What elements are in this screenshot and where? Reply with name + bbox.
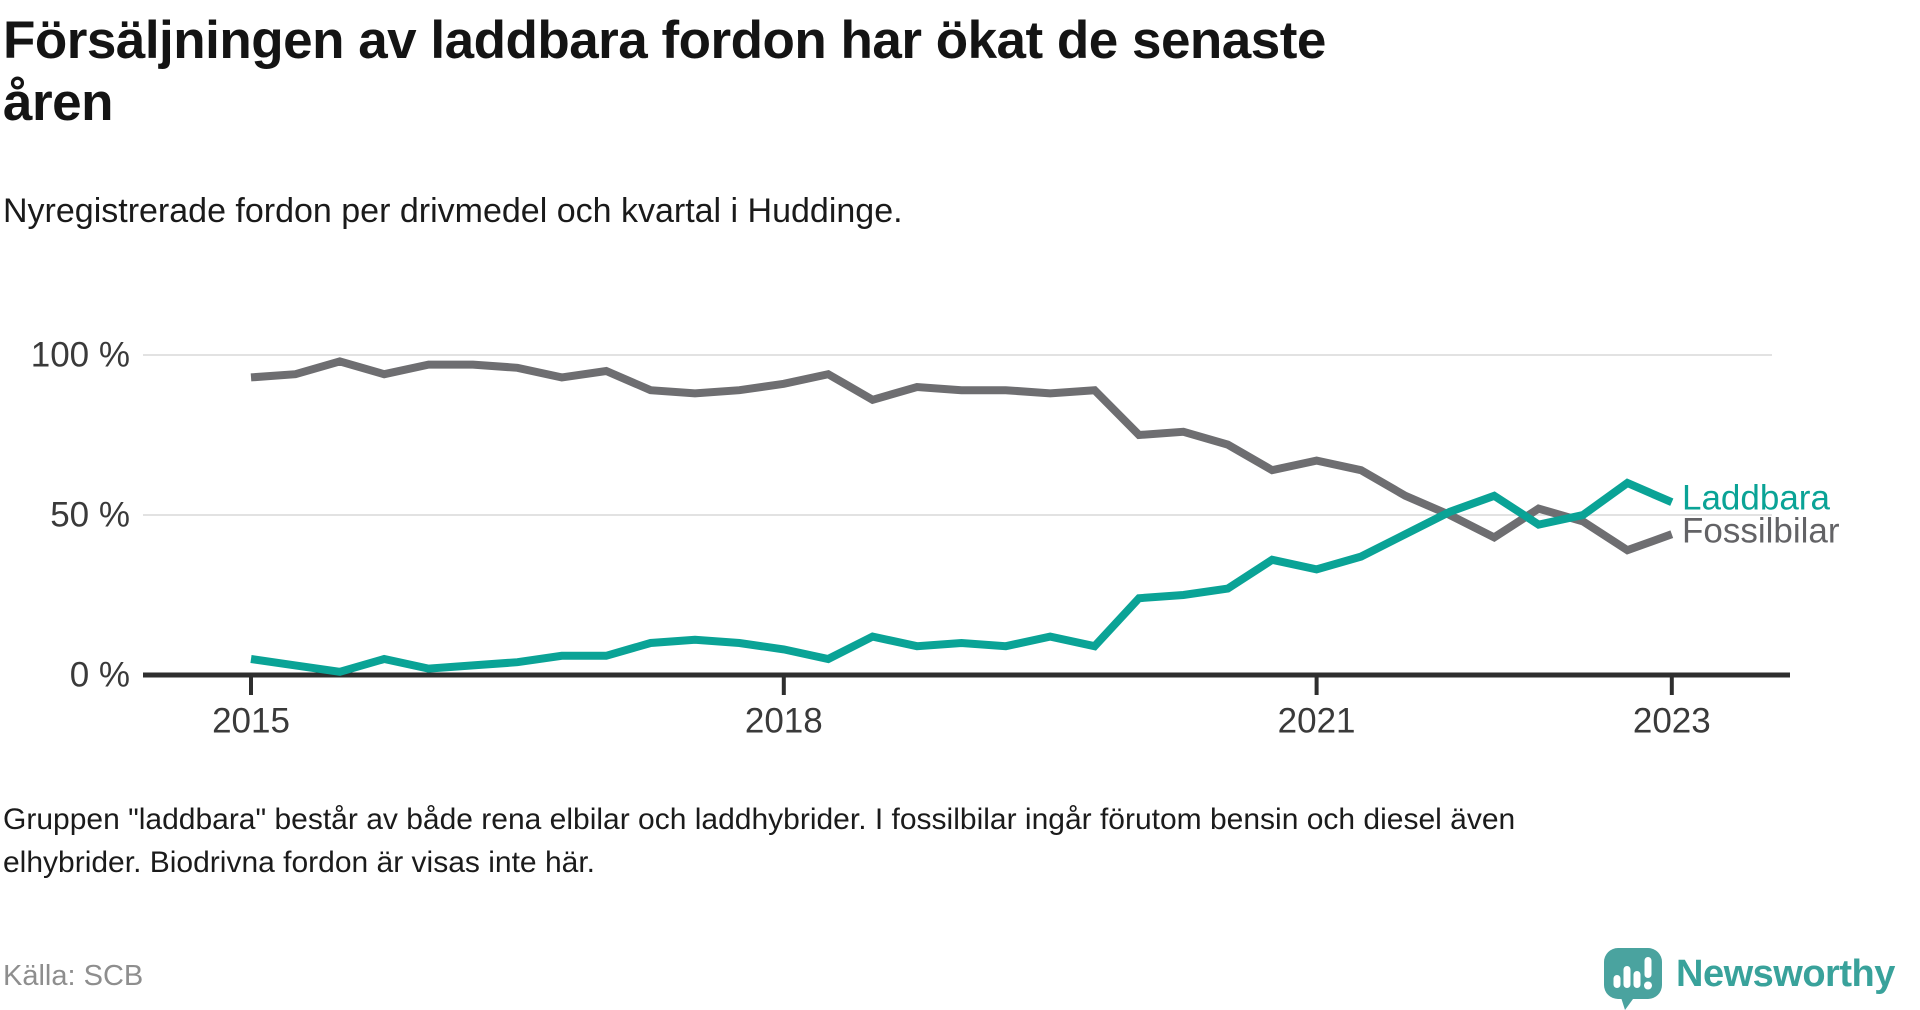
chart-subtitle: Nyregistrerade fordon per drivmedel och …	[3, 192, 903, 230]
bar-chart-glyph	[1613, 966, 1641, 988]
source-credit: Källa: SCB	[3, 960, 144, 992]
y-tick-label: 100 %	[31, 336, 130, 375]
x-tick-label: 2015	[212, 702, 290, 741]
chart-footnote: Gruppen "laddbara" består av både rena e…	[3, 798, 1883, 884]
footnote-line-1: Gruppen "laddbara" består av både rena e…	[3, 803, 1516, 836]
laddbara-line	[250, 478, 1674, 676]
footnote-line-2: elhybrider. Biodrivna fordon är visas in…	[3, 846, 595, 879]
title-line-1: Försäljningen av laddbara fordon har öka…	[3, 11, 1326, 70]
x-axis-labels: 2015 2018 2021 2023	[212, 702, 1711, 741]
speech-bubble-shape	[1604, 948, 1662, 1010]
y-tick-label: 0 %	[70, 656, 130, 695]
series-label-fossilbilar: Fossilbilar	[1682, 512, 1840, 551]
newsworthy-bubble-chart-icon	[1604, 948, 1662, 1010]
exclamation-glyph	[1644, 957, 1652, 990]
x-tick-label: 2018	[745, 702, 823, 741]
logo-wordmark: Newsworthy	[1676, 953, 1895, 995]
series-label-laddbara: Laddbara	[1682, 479, 1830, 518]
gridlines	[143, 354, 1772, 516]
x-ticks	[249, 675, 1674, 695]
y-axis-labels: 100 % 50 % 0 %	[31, 336, 130, 695]
fossilbilar-line	[250, 357, 1674, 555]
title-line-2: åren	[3, 73, 113, 132]
x-tick-label: 2023	[1633, 702, 1711, 741]
newsworthy-logo: Newsworthy	[1604, 948, 1895, 1010]
page-title: Försäljningen av laddbara fordon har öka…	[3, 10, 1883, 134]
y-tick-label: 50 %	[50, 496, 130, 535]
line-chart: 100 % 50 % 0 % 2015 2018 2021 2023 Laddbara F…	[31, 336, 1840, 741]
x-tick-label: 2021	[1278, 702, 1356, 741]
